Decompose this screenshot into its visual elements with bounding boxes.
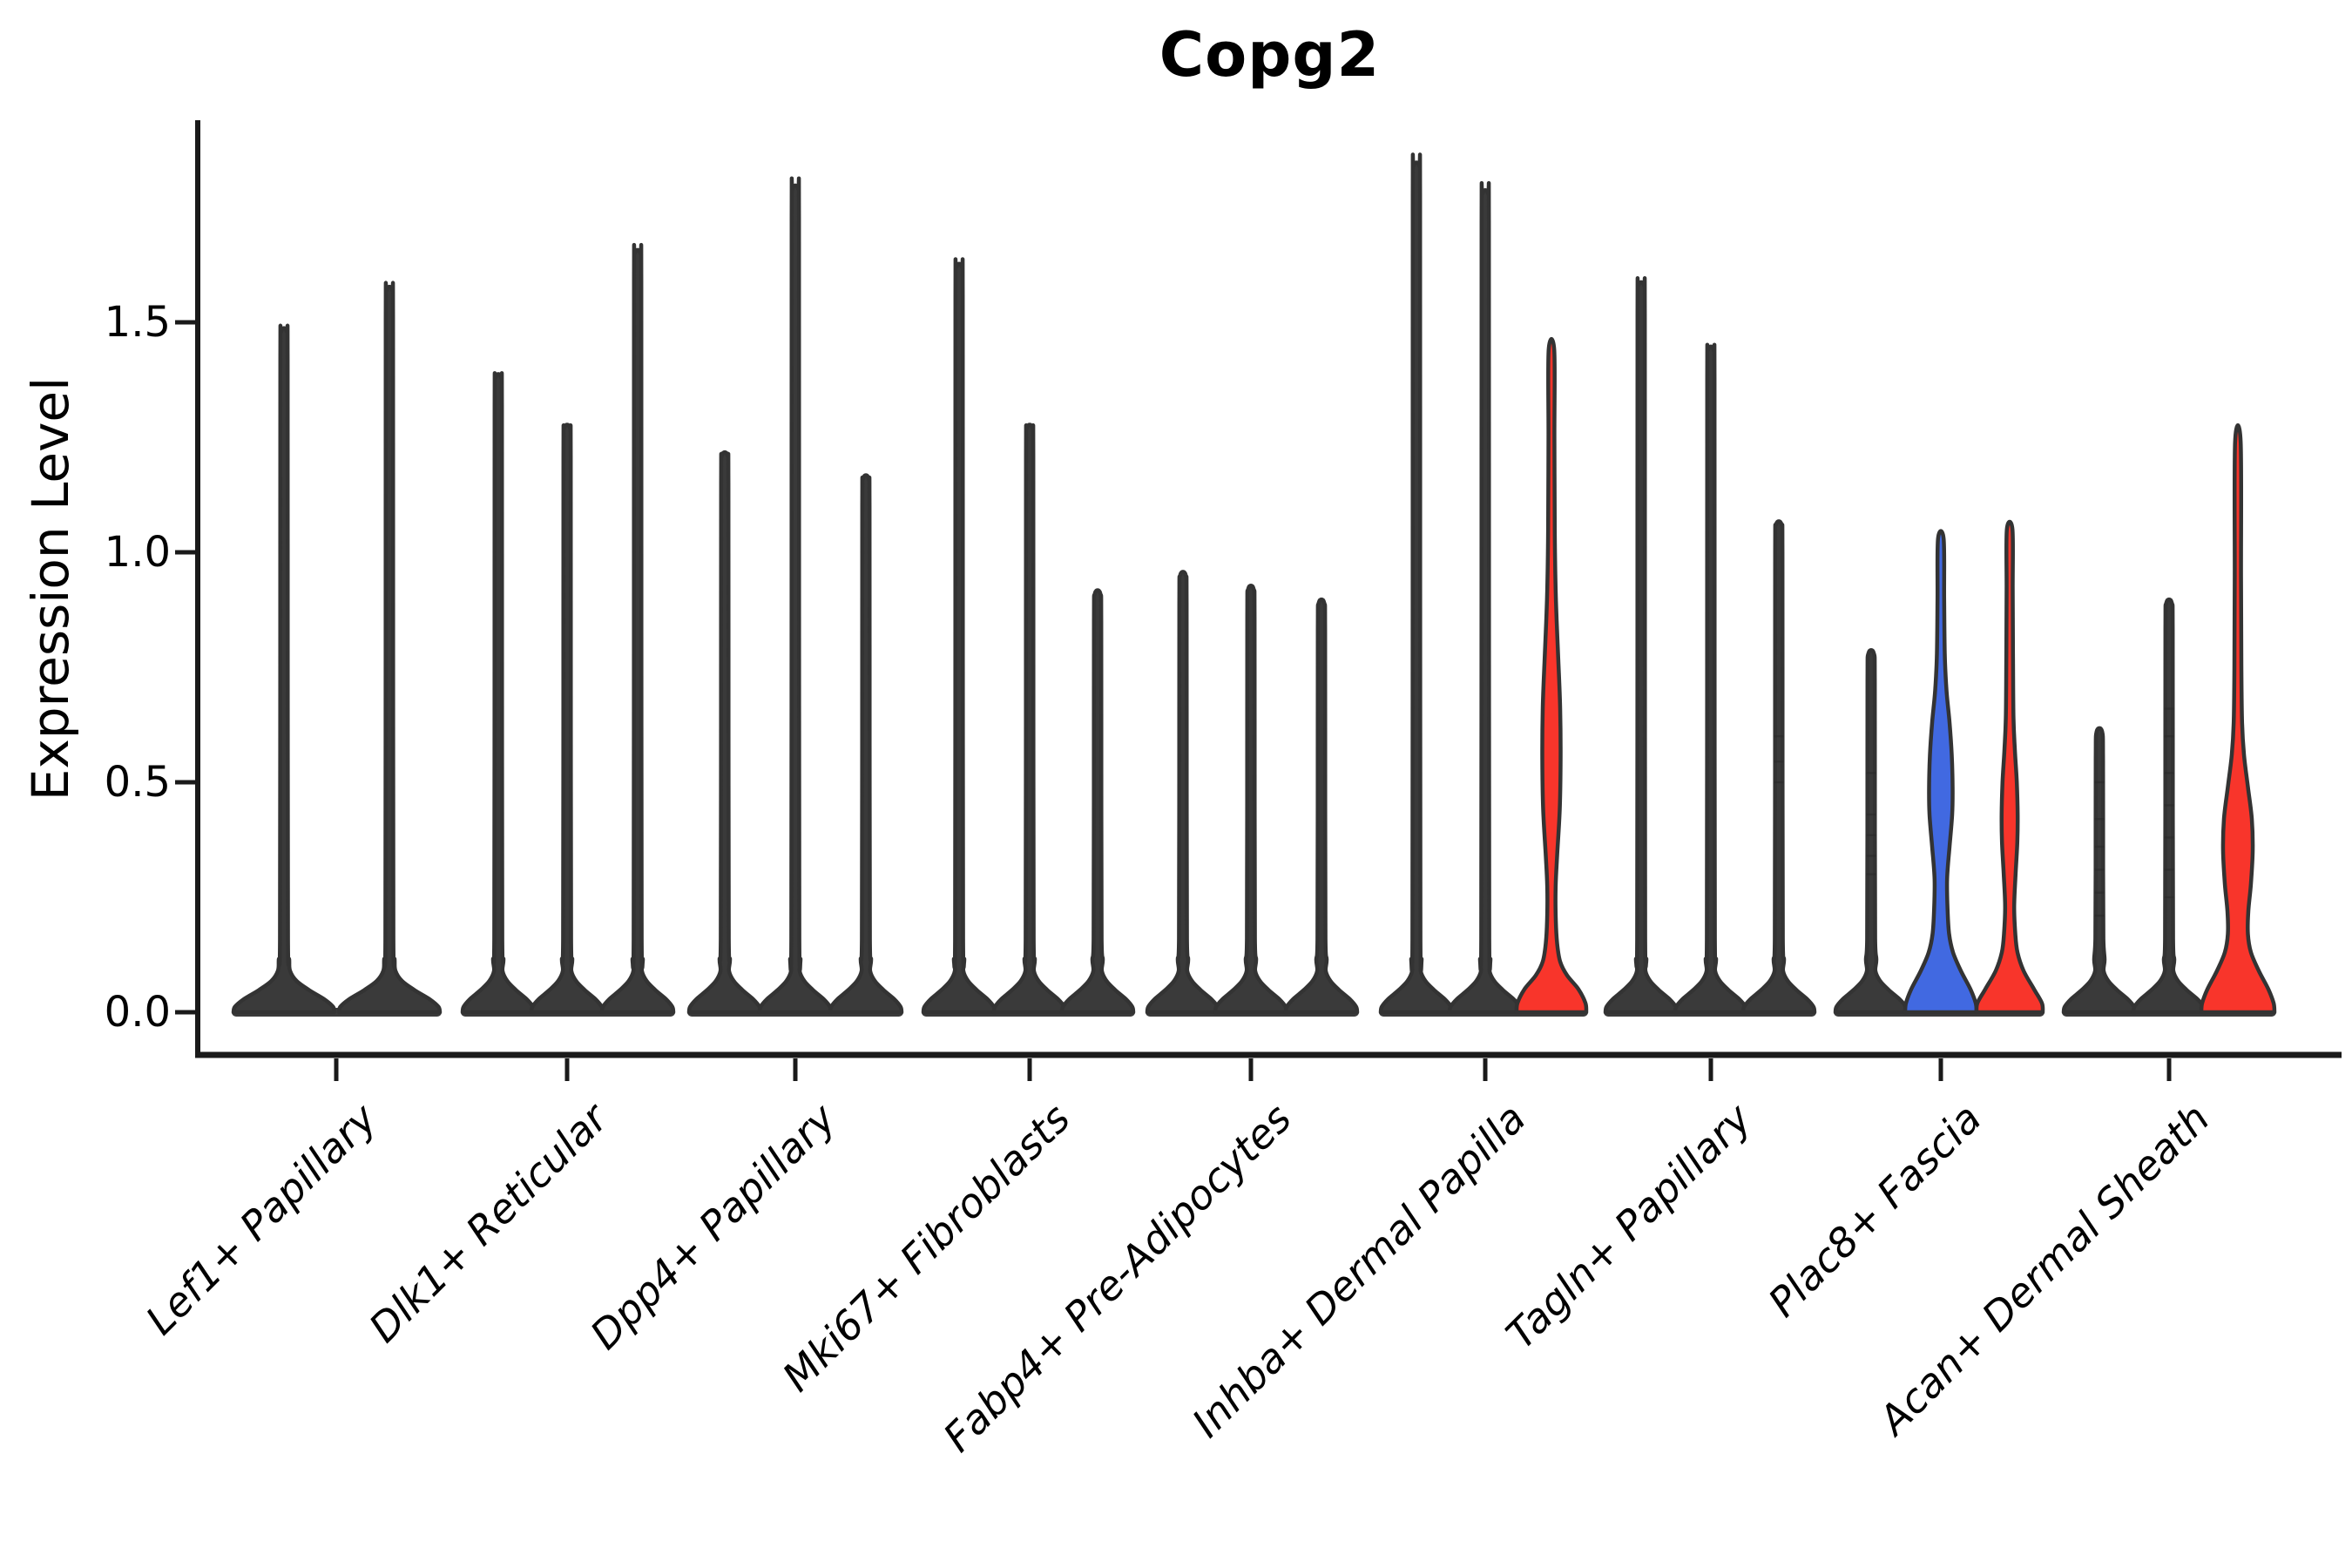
- violin-spike: [1447, 180, 1524, 1015]
- expression-point-mark: [2164, 868, 2174, 871]
- expression-point-mark: [2094, 845, 2105, 848]
- x-tick-mark: [564, 1058, 570, 1081]
- violin-red: [2199, 422, 2277, 1015]
- expression-point-mark: [2164, 735, 2174, 738]
- y-tick-mark: [175, 320, 198, 325]
- violin-spike: [828, 473, 904, 1015]
- violin-blue: [1903, 529, 1979, 1015]
- y-tick-mark: [175, 780, 198, 785]
- expression-point-mark: [2094, 914, 2105, 917]
- y-tick-label: 0.5: [104, 758, 171, 807]
- expression-point-mark: [2094, 868, 2105, 871]
- x-axis-spine: [195, 1051, 2342, 1058]
- violin-spike: [1740, 519, 1817, 1015]
- expression-point-mark: [2164, 836, 2174, 839]
- expression-point-mark: [1866, 772, 1876, 774]
- violin-spike: [460, 371, 537, 1015]
- expression-point-mark: [1774, 781, 1784, 784]
- x-tick-mark: [1483, 1058, 1488, 1081]
- violin-spike: [1603, 276, 1680, 1015]
- x-tick-mark: [1938, 1058, 1943, 1081]
- y-tick-label: 1.5: [104, 298, 171, 347]
- x-tick-mark: [1708, 1058, 1713, 1081]
- violin-spike: [1833, 648, 1909, 1015]
- expression-point-mark: [1866, 834, 1876, 836]
- violin-spike: [231, 323, 337, 1015]
- violin-spike: [921, 257, 997, 1015]
- y-axis-title: Expression Level: [21, 376, 80, 801]
- expression-point-mark: [1866, 813, 1876, 816]
- expression-point-mark: [2164, 707, 2174, 710]
- x-tick-mark: [2166, 1058, 2172, 1081]
- violin-spike: [1059, 588, 1136, 1015]
- x-tick-mark: [793, 1058, 798, 1081]
- expression-point-mark: [1866, 873, 1876, 875]
- y-axis-spine: [195, 120, 200, 1058]
- y-tick-mark: [175, 550, 198, 555]
- expression-point-mark: [2164, 772, 2174, 774]
- y-tick-mark: [175, 1010, 198, 1015]
- violin-spike: [529, 422, 605, 1015]
- violin-spike: [1378, 152, 1455, 1015]
- violin-red: [1514, 336, 1589, 1015]
- violin-spike: [991, 422, 1068, 1015]
- y-tick-label: 0.0: [104, 988, 171, 1037]
- violin-spike: [757, 176, 834, 1015]
- violin-spike: [1673, 342, 1749, 1015]
- x-tick-mark: [1248, 1058, 1254, 1081]
- y-tick-label: 1.0: [104, 528, 171, 577]
- x-tick-mark: [334, 1058, 339, 1081]
- x-tick-mark: [1027, 1058, 1032, 1081]
- expression-point-mark: [2094, 781, 2105, 784]
- violin-spike: [686, 449, 763, 1015]
- expression-point-mark: [2094, 891, 2105, 894]
- expression-point-mark: [1866, 855, 1876, 857]
- violin-spike: [1213, 584, 1289, 1015]
- violin-red: [1974, 519, 2045, 1015]
- chart-title: Copg2: [1159, 19, 1381, 91]
- expression-point-mark: [1774, 760, 1784, 763]
- expression-point-mark: [2164, 896, 2174, 899]
- violin-spike: [599, 243, 676, 1015]
- violin-spike: [336, 280, 443, 1015]
- expression-point-mark: [2094, 818, 2105, 821]
- expression-point-mark: [1774, 735, 1784, 738]
- violin-spike: [1145, 570, 1221, 1015]
- violin-spike: [1283, 597, 1360, 1015]
- expression-point-mark: [2164, 804, 2174, 807]
